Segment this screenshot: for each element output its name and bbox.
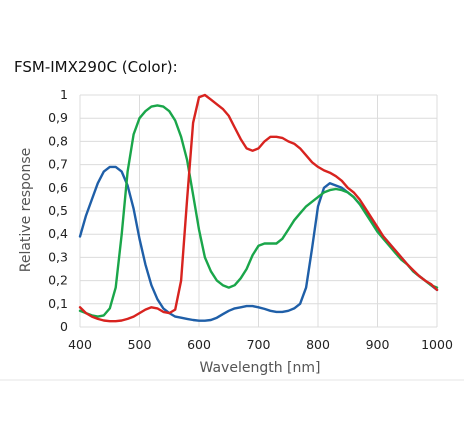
y-tick-label: 0,5 — [48, 203, 68, 218]
page-title: FSM-IMX290C (Color): — [14, 58, 178, 76]
y-tick-label: 0,1 — [48, 296, 68, 311]
y-tick-label: 0,8 — [48, 133, 68, 148]
y-tick-label: 0 — [60, 319, 68, 334]
x-tick-label: 800 — [306, 337, 330, 352]
series-line-3 — [78, 93, 439, 323]
y-tick-label: 0,4 — [48, 226, 68, 241]
x-tick-label: 1000 — [421, 337, 453, 352]
series-line-1 — [78, 165, 439, 322]
x-tick-label: 700 — [247, 337, 271, 352]
y-tick-label: 0,9 — [48, 110, 68, 125]
y-tick-label: 0,7 — [48, 157, 68, 172]
series-line-2 — [78, 104, 439, 318]
x-tick-label: 900 — [366, 337, 390, 352]
y-axis-title: Relative response — [18, 148, 34, 273]
y-axis-ticks: 0 0,1 0,2 0,3 0,4 0,5 0,6 0,7 0,8 0,9 1 — [48, 87, 68, 334]
x-axis-ticks: 400 500 600 700 800 900 1000 — [68, 337, 453, 352]
series-lines — [78, 93, 439, 323]
x-axis-title: Wavelength [nm] — [200, 360, 321, 376]
x-tick-label: 600 — [187, 337, 211, 352]
y-tick-label: 0,2 — [48, 273, 68, 288]
x-tick-label: 400 — [68, 337, 92, 352]
y-tick-label: 1 — [60, 87, 68, 102]
y-tick-label: 0,6 — [48, 180, 68, 195]
grid — [79, 94, 438, 328]
y-tick-label: 0,3 — [48, 249, 68, 264]
x-tick-label: 500 — [128, 337, 152, 352]
